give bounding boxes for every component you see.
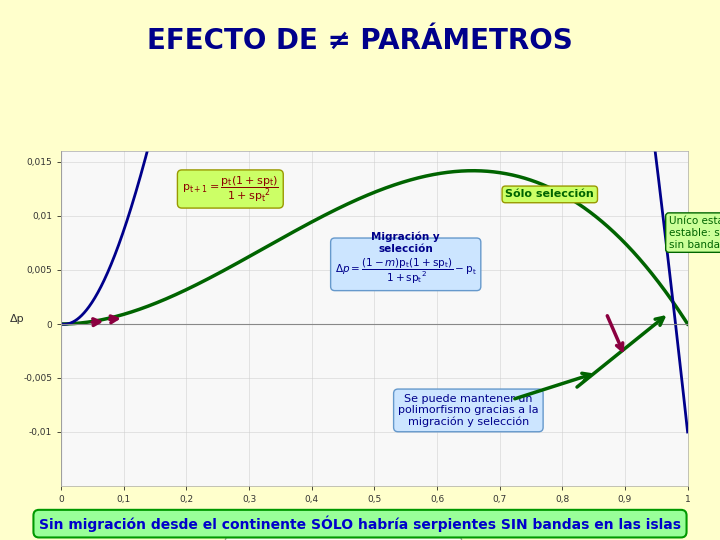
m=0 y s=0,1 xyxy=(89,318,97,325)
m=0 y s=0,1 xyxy=(361,193,370,199)
Line: m=0,01 y s=1,1: m=0,01 y s=1,1 xyxy=(61,0,688,432)
Text: Se puede mantener un
polimorfismo gracias a la
migración y selección: Se puede mantener un polimorfismo gracia… xyxy=(398,394,539,427)
Line: m=0 y s=0,1: m=0 y s=0,1 xyxy=(61,171,688,324)
m=0 y s=0,1 xyxy=(57,321,66,327)
m=0 y s=0,1 xyxy=(683,321,692,327)
m=0,01 y s=1,1 xyxy=(89,297,97,303)
m=0,01 y s=1,1 xyxy=(665,271,674,277)
m=0,01 y s=1,1 xyxy=(57,321,66,327)
m=0,01 y s=1,1 xyxy=(665,268,674,274)
m=0 y s=0,1 xyxy=(345,200,354,206)
Text: Migración y
selección
$\Delta p = \dfrac{(1-m)\mathrm{p_t}(1+\mathrm{sp_t})}{1+\: Migración y selección $\Delta p = \dfrac… xyxy=(335,232,477,286)
X-axis label: p: p xyxy=(371,507,378,517)
Text: EFECTO DE ≠ PARÁMETROS: EFECTO DE ≠ PARÁMETROS xyxy=(147,27,573,55)
Legend: m=0,01 y s=1,1, m=0 y s=0,1: m=0,01 y s=1,1, m=0 y s=0,1 xyxy=(225,537,461,540)
Text: Sólo selección: Sólo selección xyxy=(505,190,594,199)
Text: Sin migración desde el continente SÓLO habría serpientes SIN bandas en las islas: Sin migración desde el continente SÓLO h… xyxy=(39,515,681,532)
m=0 y s=0,1 xyxy=(665,294,674,300)
m=0 y s=0,1 xyxy=(469,167,477,174)
m=0 y s=0,1 xyxy=(665,294,674,301)
Text: Δp: Δp xyxy=(10,314,24,323)
m=0 y s=0,1 xyxy=(550,187,559,193)
Text: $\mathrm{p_{t+1}} = \dfrac{\mathrm{p_t}(1 + \mathrm{sp_t})}{1 + \mathrm{sp_t}^2}: $\mathrm{p_{t+1}} = \dfrac{\mathrm{p_t}(… xyxy=(182,174,279,204)
m=0,01 y s=1,1 xyxy=(683,429,692,435)
Text: Uníco estado
estable: sólo
sin bandas (A₁): Uníco estado estable: sólo sin bandas (A… xyxy=(669,216,720,249)
